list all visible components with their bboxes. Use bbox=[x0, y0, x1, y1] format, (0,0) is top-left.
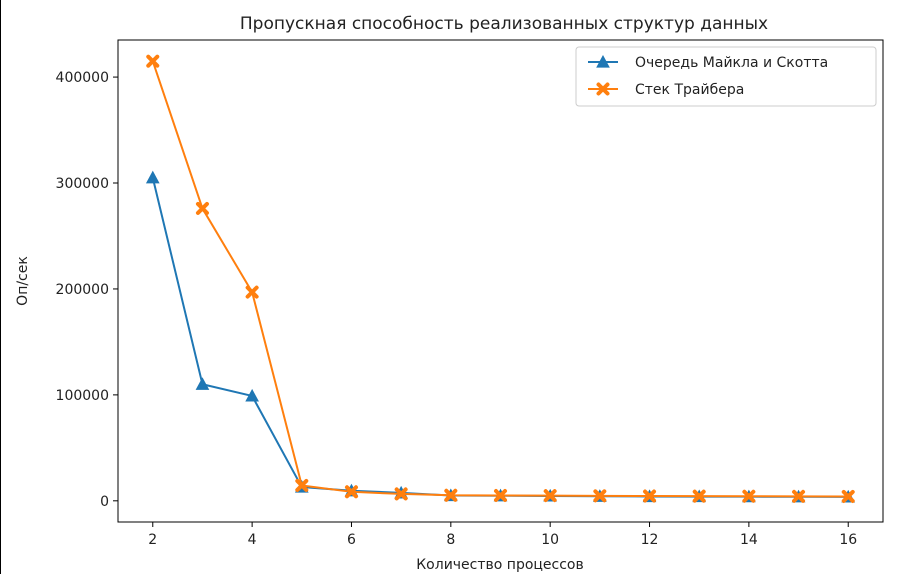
legend: Очередь Майкла и Скотта Стек Трайбера bbox=[575, 46, 877, 107]
x-tick-label: 8 bbox=[446, 532, 455, 548]
data-point-stroke bbox=[543, 489, 557, 503]
data-point bbox=[643, 489, 657, 503]
y-tick-label: 100000 bbox=[56, 388, 109, 404]
data-point bbox=[841, 489, 855, 503]
y-axis: 0 100000 200000 300000 400000 bbox=[56, 70, 118, 510]
x-tick-label: 4 bbox=[248, 532, 257, 548]
x-tick-label: 2 bbox=[148, 532, 157, 548]
x-tick-label: 12 bbox=[641, 532, 659, 548]
legend-marker bbox=[596, 82, 610, 96]
chart-title: Пропускная способность реализованных стр… bbox=[240, 14, 768, 34]
data-point bbox=[543, 489, 557, 503]
data-point bbox=[742, 489, 756, 503]
data-point bbox=[295, 478, 309, 492]
data-point-stroke bbox=[643, 489, 657, 503]
series-markers-2 bbox=[146, 54, 855, 503]
x-tick-label: 16 bbox=[839, 532, 857, 548]
data-point bbox=[195, 377, 210, 390]
data-point bbox=[344, 485, 358, 499]
x-tick-label: 14 bbox=[740, 532, 758, 548]
y-tick-label: 400000 bbox=[56, 70, 109, 86]
data-point bbox=[145, 170, 160, 184]
data-point-stroke bbox=[444, 488, 458, 502]
data-point-stroke bbox=[742, 489, 756, 503]
data-point bbox=[394, 487, 408, 501]
y-tick-label: 300000 bbox=[56, 176, 109, 192]
x-axis: 2 4 6 8 10 12 14 16 bbox=[148, 522, 857, 548]
data-point-stroke bbox=[494, 489, 507, 503]
legend-label-series-2: Стек Трайбера bbox=[635, 82, 744, 98]
data-point bbox=[195, 201, 209, 215]
data-point bbox=[494, 489, 507, 503]
data-point-stroke bbox=[593, 489, 607, 503]
legend-marker-series-1 bbox=[596, 54, 610, 68]
data-point-stroke bbox=[394, 487, 408, 501]
data-point bbox=[593, 489, 607, 503]
data-point bbox=[245, 285, 259, 299]
data-point bbox=[692, 489, 706, 503]
legend-marker-series-2 bbox=[596, 82, 610, 96]
plot-frame bbox=[117, 39, 884, 523]
legend-marker-stroke bbox=[596, 82, 610, 96]
y-tick-label: 0 bbox=[100, 494, 109, 510]
legend-label-series-1: Очередь Майкла и Скотта bbox=[635, 55, 828, 71]
y-axis-label: Оп/сек bbox=[15, 256, 31, 306]
data-point-stroke bbox=[245, 285, 259, 299]
data-point bbox=[792, 489, 806, 503]
data-point bbox=[146, 54, 160, 68]
x-tick-label: 6 bbox=[347, 532, 356, 548]
legend-box bbox=[575, 46, 877, 107]
data-point-stroke bbox=[841, 489, 855, 503]
plot-area: 2 4 6 8 10 12 14 16 0 100000 200000 300000 400000 bbox=[56, 39, 884, 548]
x-axis-label: Количество процессов bbox=[416, 557, 584, 573]
data-point-stroke bbox=[146, 54, 160, 68]
data-point-stroke bbox=[195, 201, 209, 215]
data-point bbox=[245, 388, 259, 402]
data-point-stroke bbox=[344, 485, 358, 499]
data-point-stroke bbox=[792, 489, 806, 503]
x-tick-label: 10 bbox=[541, 532, 559, 548]
data-point-stroke bbox=[295, 478, 309, 492]
series-layer bbox=[145, 54, 856, 503]
data-point bbox=[444, 488, 458, 502]
legend-marker bbox=[596, 54, 610, 68]
data-point-stroke bbox=[692, 489, 706, 503]
y-tick-label: 200000 bbox=[56, 282, 109, 298]
